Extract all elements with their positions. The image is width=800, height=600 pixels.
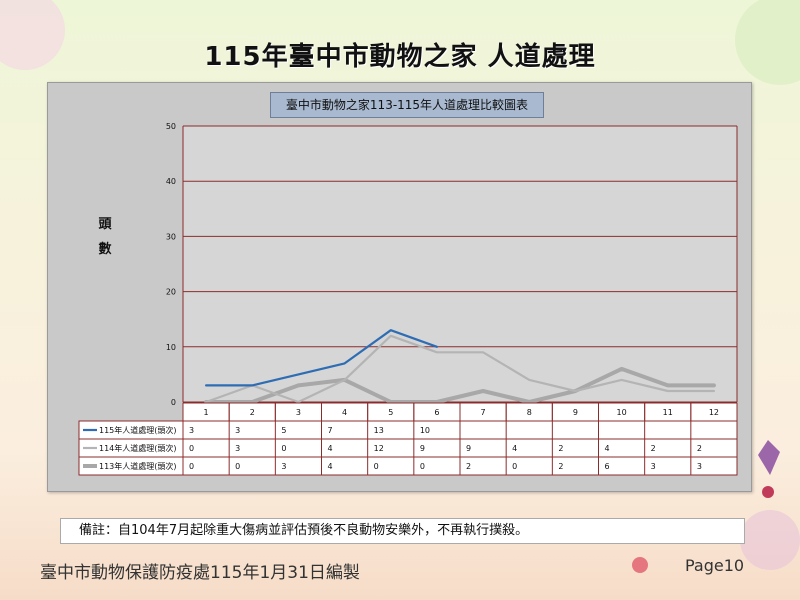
data-cell-value: 12 bbox=[374, 444, 384, 453]
table-row bbox=[78, 456, 738, 476]
data-cell-value: 0 bbox=[281, 444, 286, 453]
data-cell-value: 4 bbox=[605, 444, 610, 453]
x-tick-label: 2 bbox=[250, 408, 255, 417]
data-cell-value: 3 bbox=[651, 462, 656, 471]
data-cell-value: 0 bbox=[512, 462, 517, 471]
page-number: Page10 bbox=[685, 556, 745, 575]
series-line-1 bbox=[205, 334, 715, 404]
legend-label: 114年人道處理(頭次) bbox=[99, 443, 177, 453]
x-tick-label: 10 bbox=[616, 408, 626, 417]
y-tick-label: 40 bbox=[166, 177, 176, 186]
x-tick-label: 6 bbox=[434, 408, 439, 417]
y-tick-label: 10 bbox=[166, 343, 176, 352]
y-tick-label: 0 bbox=[171, 398, 176, 407]
x-tick-label: 1 bbox=[204, 408, 209, 417]
data-cell-value: 3 bbox=[189, 426, 194, 435]
data-cell-value: 0 bbox=[189, 444, 194, 453]
data-cell-value: 3 bbox=[697, 462, 702, 471]
y-axis-label: 頭數 bbox=[98, 217, 112, 257]
data-cell-value: 9 bbox=[466, 444, 471, 453]
data-cell-value: 3 bbox=[281, 462, 286, 471]
x-tick-label: 8 bbox=[527, 408, 532, 417]
data-cell-value: 13 bbox=[374, 426, 384, 435]
data-cell-value: 3 bbox=[235, 444, 240, 453]
remark-note: 備註：自104年7月起除重大傷病並評估預後不良動物安樂外，不再執行撲殺。 bbox=[60, 518, 745, 544]
data-cell-value: 6 bbox=[605, 462, 610, 471]
data-cell-value: 0 bbox=[189, 462, 194, 471]
y-tick-label: 30 bbox=[166, 232, 176, 241]
y-tick-label: 50 bbox=[166, 122, 176, 131]
data-cell-value: 2 bbox=[558, 462, 563, 471]
chart-title: 臺中市動物之家113-115年人道處理比較圖表 bbox=[270, 92, 544, 118]
data-cell-value: 0 bbox=[420, 462, 425, 471]
data-cell-value: 7 bbox=[328, 426, 333, 435]
footer-credit: 臺中市動物保護防疫處115年1月31日編製 bbox=[40, 563, 360, 583]
series-line-2 bbox=[204, 366, 716, 404]
data-cell-value: 0 bbox=[235, 462, 240, 471]
x-tick-label: 4 bbox=[342, 408, 347, 417]
x-tick-label: 9 bbox=[573, 408, 578, 417]
data-cell-value: 4 bbox=[328, 444, 333, 453]
data-cell-value: 2 bbox=[651, 444, 656, 453]
x-tick-label: 5 bbox=[388, 408, 393, 417]
legend-label: 113年人道處理(頭次) bbox=[99, 461, 177, 471]
x-tick-label: 3 bbox=[296, 408, 301, 417]
x-tick-label: 11 bbox=[663, 408, 673, 417]
data-cell-value: 5 bbox=[281, 426, 286, 435]
legend-label: 115年人道處理(頭次) bbox=[99, 425, 177, 435]
x-tick-label: 12 bbox=[709, 408, 719, 417]
x-tick-label: 7 bbox=[481, 408, 486, 417]
data-cell-value: 4 bbox=[512, 444, 517, 453]
data-cell-value: 0 bbox=[374, 462, 379, 471]
data-cell-value: 10 bbox=[420, 426, 430, 435]
data-cell-value: 2 bbox=[466, 462, 471, 471]
page-title: 115年臺中市動物之家 人道處理 bbox=[204, 42, 596, 72]
data-cell-value: 3 bbox=[235, 426, 240, 435]
table-row bbox=[78, 420, 738, 440]
data-cell-value: 4 bbox=[328, 462, 333, 471]
plot-area bbox=[183, 126, 737, 402]
y-tick-label: 20 bbox=[166, 288, 176, 297]
data-cell-value: 9 bbox=[420, 444, 425, 453]
table-row bbox=[78, 438, 738, 458]
data-cell-value: 2 bbox=[697, 444, 702, 453]
data-cell-value: 2 bbox=[558, 444, 563, 453]
series-line-0 bbox=[205, 329, 438, 387]
